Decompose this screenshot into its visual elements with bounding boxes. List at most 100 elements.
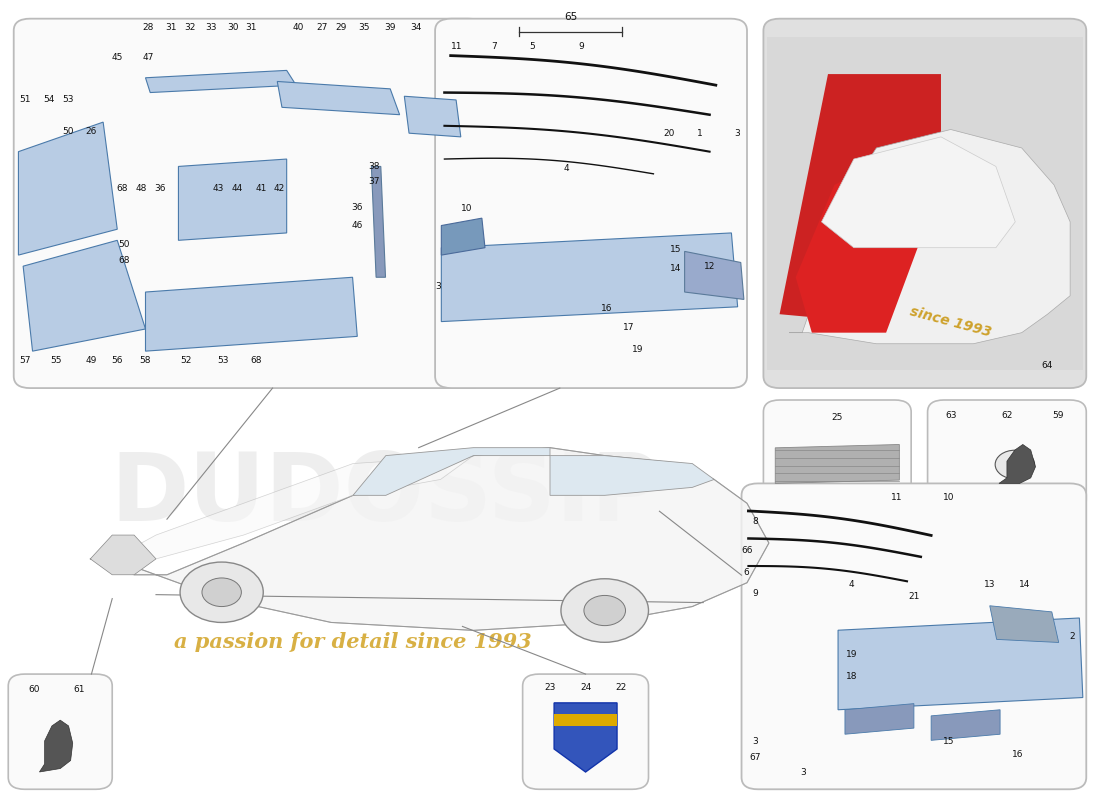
Text: 33: 33 bbox=[206, 23, 217, 33]
Text: 44: 44 bbox=[232, 184, 243, 193]
Text: 18: 18 bbox=[846, 672, 858, 681]
Text: 8: 8 bbox=[752, 517, 758, 526]
Text: 43: 43 bbox=[212, 184, 224, 193]
Polygon shape bbox=[112, 456, 473, 559]
Text: 7: 7 bbox=[492, 42, 497, 51]
Polygon shape bbox=[40, 720, 73, 772]
Text: 36: 36 bbox=[154, 184, 165, 193]
FancyBboxPatch shape bbox=[9, 674, 112, 790]
Text: 28: 28 bbox=[142, 23, 154, 33]
Text: 10: 10 bbox=[461, 205, 472, 214]
Text: 15: 15 bbox=[943, 738, 954, 746]
FancyBboxPatch shape bbox=[763, 400, 911, 511]
Polygon shape bbox=[684, 251, 744, 299]
Text: 47: 47 bbox=[142, 53, 154, 62]
FancyBboxPatch shape bbox=[767, 37, 1084, 370]
Text: 3: 3 bbox=[735, 129, 740, 138]
Text: 1: 1 bbox=[697, 129, 703, 138]
Polygon shape bbox=[145, 70, 296, 93]
Text: 3: 3 bbox=[436, 282, 441, 291]
Text: 53: 53 bbox=[218, 356, 229, 365]
Text: 32: 32 bbox=[185, 23, 196, 33]
Text: 21: 21 bbox=[909, 592, 920, 601]
Text: 31: 31 bbox=[245, 23, 257, 33]
Text: 46: 46 bbox=[352, 221, 363, 230]
Text: 64: 64 bbox=[1042, 362, 1053, 370]
Circle shape bbox=[202, 578, 241, 606]
Text: 10: 10 bbox=[943, 493, 954, 502]
Polygon shape bbox=[550, 456, 714, 495]
Text: 11: 11 bbox=[891, 493, 902, 502]
Text: 58: 58 bbox=[140, 356, 151, 365]
Text: 3: 3 bbox=[752, 738, 758, 746]
Text: 9: 9 bbox=[579, 42, 584, 51]
Text: 12: 12 bbox=[704, 262, 715, 270]
Polygon shape bbox=[795, 148, 940, 333]
Text: 4: 4 bbox=[849, 580, 855, 589]
Text: 6: 6 bbox=[744, 568, 749, 577]
Polygon shape bbox=[353, 448, 550, 495]
Text: 17: 17 bbox=[623, 322, 635, 332]
Text: 66: 66 bbox=[741, 546, 752, 555]
Text: a passion for detail since 1993: a passion for detail since 1993 bbox=[174, 632, 531, 652]
Polygon shape bbox=[277, 82, 399, 114]
Text: 62: 62 bbox=[1001, 411, 1013, 420]
Polygon shape bbox=[822, 137, 1015, 248]
Text: 22: 22 bbox=[615, 683, 626, 693]
Text: 9: 9 bbox=[752, 589, 758, 598]
Text: 37: 37 bbox=[368, 177, 379, 186]
Text: 42: 42 bbox=[274, 184, 285, 193]
Text: 3: 3 bbox=[801, 768, 806, 777]
Polygon shape bbox=[999, 445, 1035, 483]
Text: 38: 38 bbox=[368, 162, 379, 171]
Polygon shape bbox=[554, 703, 617, 772]
Text: 20: 20 bbox=[663, 129, 674, 138]
Polygon shape bbox=[405, 96, 461, 137]
Text: 48: 48 bbox=[135, 184, 146, 193]
Text: 11: 11 bbox=[451, 42, 463, 51]
Text: 59: 59 bbox=[1052, 411, 1064, 420]
Text: 24: 24 bbox=[580, 683, 591, 693]
Text: 19: 19 bbox=[846, 650, 858, 659]
Polygon shape bbox=[90, 448, 769, 630]
Text: 63: 63 bbox=[946, 411, 957, 420]
Text: 65: 65 bbox=[564, 12, 578, 22]
Text: 57: 57 bbox=[20, 356, 31, 365]
FancyBboxPatch shape bbox=[927, 400, 1087, 511]
Text: 45: 45 bbox=[111, 53, 123, 62]
Circle shape bbox=[584, 595, 626, 626]
FancyBboxPatch shape bbox=[741, 483, 1087, 790]
FancyBboxPatch shape bbox=[522, 674, 649, 790]
Text: 30: 30 bbox=[227, 23, 239, 33]
Circle shape bbox=[996, 450, 1035, 479]
FancyBboxPatch shape bbox=[13, 18, 484, 388]
Text: 13: 13 bbox=[984, 580, 996, 589]
Text: 52: 52 bbox=[179, 356, 191, 365]
Text: 35: 35 bbox=[359, 23, 370, 33]
Text: 49: 49 bbox=[86, 356, 97, 365]
Text: 36: 36 bbox=[352, 202, 363, 211]
Text: 50: 50 bbox=[62, 127, 74, 136]
Text: 5: 5 bbox=[529, 42, 535, 51]
Text: 16: 16 bbox=[1012, 750, 1023, 758]
Text: 26: 26 bbox=[86, 127, 97, 136]
Text: 56: 56 bbox=[111, 356, 123, 365]
Text: 68: 68 bbox=[119, 256, 130, 265]
Polygon shape bbox=[789, 130, 1070, 344]
Text: 68: 68 bbox=[117, 184, 128, 193]
Polygon shape bbox=[838, 618, 1082, 710]
Circle shape bbox=[561, 578, 649, 642]
Text: 23: 23 bbox=[544, 683, 556, 693]
Polygon shape bbox=[23, 240, 145, 351]
Polygon shape bbox=[990, 606, 1058, 642]
FancyBboxPatch shape bbox=[767, 37, 1084, 370]
Text: 61: 61 bbox=[74, 685, 85, 694]
Text: 14: 14 bbox=[1019, 580, 1030, 589]
Text: 25: 25 bbox=[832, 414, 843, 422]
Text: 41: 41 bbox=[255, 184, 266, 193]
Polygon shape bbox=[554, 714, 617, 726]
Polygon shape bbox=[780, 74, 940, 322]
Text: 2: 2 bbox=[1069, 632, 1076, 641]
Text: 34: 34 bbox=[410, 23, 421, 33]
Polygon shape bbox=[90, 535, 156, 574]
